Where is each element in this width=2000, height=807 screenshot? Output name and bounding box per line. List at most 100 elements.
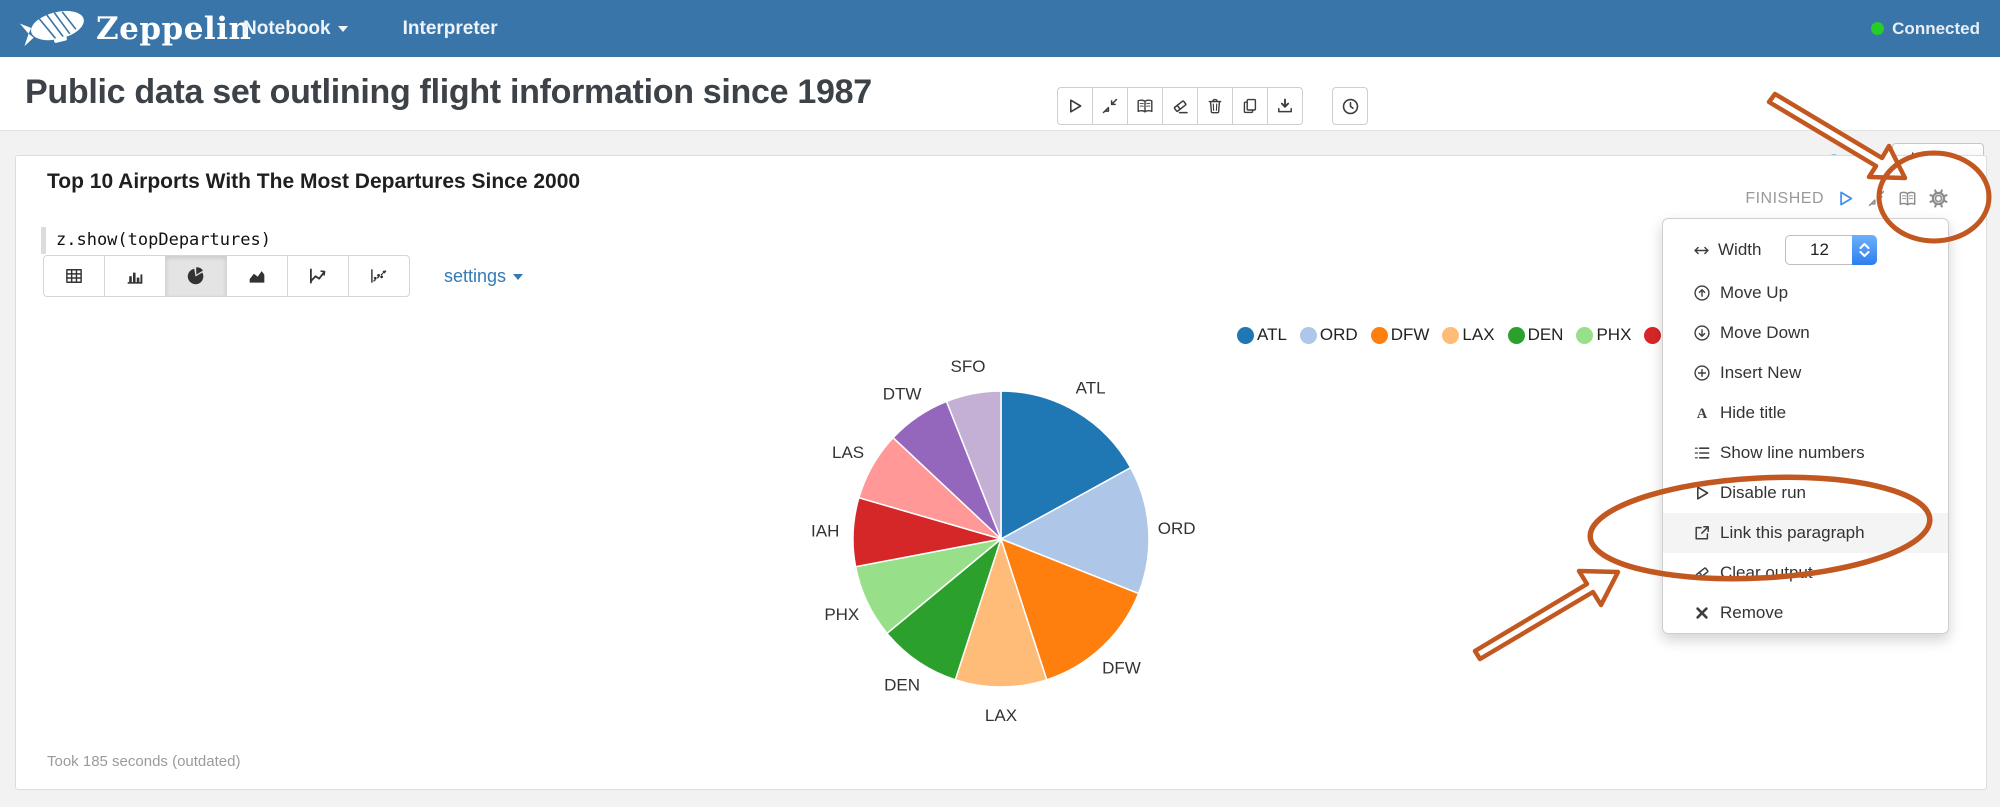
navbar-item-label: Notebook bbox=[243, 17, 331, 39]
external-link-icon bbox=[1693, 524, 1711, 542]
plus-circle-icon bbox=[1693, 364, 1711, 382]
run-all-paragraphs-button[interactable] bbox=[1057, 87, 1093, 125]
delete-note-button[interactable] bbox=[1197, 87, 1233, 125]
collapse-paragraphs-button[interactable] bbox=[1092, 87, 1128, 125]
pie-slice-ATL[interactable] bbox=[1000, 390, 1132, 541]
menu-item-label: Link this paragraph bbox=[1720, 523, 1865, 542]
legend-item-DEN[interactable]: DEN bbox=[1507, 325, 1564, 345]
export-note-button[interactable] bbox=[1267, 87, 1303, 125]
menu-item-disable-run[interactable]: Disable run bbox=[1663, 473, 1948, 513]
chart-settings-toggle[interactable]: settings bbox=[444, 266, 524, 287]
connection-status: Connected bbox=[1871, 0, 1980, 57]
download-icon bbox=[1276, 97, 1294, 115]
menu-item-label: Show line numbers bbox=[1720, 443, 1865, 462]
note-toolbar bbox=[1057, 87, 1303, 125]
copy-icon bbox=[1241, 97, 1259, 115]
collapse-paragraph-button[interactable] bbox=[1867, 189, 1886, 208]
scheduler-button[interactable] bbox=[1332, 87, 1368, 125]
pie-label-IAH: IAH bbox=[811, 522, 839, 541]
legend-label: ORD bbox=[1319, 325, 1358, 344]
pie-slice-SFO[interactable] bbox=[945, 390, 1002, 540]
toggle-editor-button[interactable] bbox=[1898, 189, 1917, 208]
menu-item-label: Hide title bbox=[1720, 403, 1787, 422]
menu-item-clear-output[interactable]: Clear output bbox=[1663, 553, 1948, 593]
note-title[interactable]: Public data set outlining flight informa… bbox=[25, 73, 872, 111]
trash-icon bbox=[1206, 97, 1224, 115]
pie-chart: ATL ORD DFW LAX DEN PHX IAH LAS DTW SFO bbox=[791, 331, 1211, 751]
menu-item-label: Move Up bbox=[1720, 283, 1789, 302]
menu-item-insert-new[interactable]: Insert New bbox=[1663, 353, 1948, 393]
menu-item-move-down[interactable]: Move Down bbox=[1663, 313, 1948, 353]
menu-item-link-this-paragraph[interactable]: Link this paragraph bbox=[1663, 513, 1948, 553]
chart-tab-area-chart[interactable] bbox=[226, 255, 288, 297]
legend-item-PHX[interactable]: PHX bbox=[1576, 325, 1631, 345]
legend-swatch-icon bbox=[1576, 326, 1594, 344]
chart-tab-line-chart[interactable] bbox=[287, 255, 349, 297]
chart-type-switcher bbox=[43, 255, 410, 297]
svg-text:A: A bbox=[1697, 406, 1708, 422]
paragraph-code[interactable]: z.show(topDepartures) bbox=[56, 230, 271, 250]
menu-width-row: Width 12 bbox=[1663, 227, 1948, 273]
scatter-chart-icon bbox=[369, 266, 389, 286]
width-stepper[interactable] bbox=[1852, 235, 1878, 265]
paragraph-panel: Top 10 Airports With The Most Departures… bbox=[15, 155, 1987, 790]
pie-label-ATL: ATL bbox=[1076, 379, 1106, 398]
navbar-item-interpreter[interactable]: Interpreter bbox=[403, 18, 498, 40]
paragraph-status: FINISHED bbox=[1745, 189, 1824, 207]
pie-slice-DEN[interactable] bbox=[885, 536, 1003, 681]
connected-label: Connected bbox=[1892, 18, 1980, 38]
width-icon bbox=[1693, 242, 1710, 259]
clock-icon bbox=[1341, 97, 1360, 116]
legend-item-ATL[interactable]: ATL bbox=[1237, 325, 1287, 345]
menu-item-label: Disable run bbox=[1720, 483, 1806, 502]
pie-label-PHX: PHX bbox=[824, 605, 859, 624]
menu-item-hide-title[interactable]: A Hide title bbox=[1663, 393, 1948, 433]
chart-tab-table[interactable] bbox=[43, 255, 105, 297]
chart-tab-scatter-chart[interactable] bbox=[348, 255, 410, 297]
toggle-code-button[interactable] bbox=[1127, 87, 1163, 125]
chart-tab-bar-chart[interactable] bbox=[104, 255, 166, 297]
legend-item-ORD[interactable]: ORD bbox=[1299, 325, 1358, 345]
caret-down-icon bbox=[513, 273, 524, 280]
legend-label: DFW bbox=[1390, 325, 1430, 344]
clone-note-button[interactable] bbox=[1232, 87, 1268, 125]
area-chart-icon bbox=[247, 266, 267, 286]
menu-item-move-up[interactable]: Move Up bbox=[1663, 273, 1948, 313]
navbar: Zeppelin Notebook Interpreter Connected bbox=[0, 0, 2000, 57]
pie-label-LAX: LAX bbox=[985, 706, 1017, 725]
menu-item-remove[interactable]: Remove bbox=[1663, 593, 1948, 633]
chart-tab-pie-chart[interactable] bbox=[165, 255, 227, 297]
legend-item-DFW[interactable]: DFW bbox=[1370, 325, 1430, 345]
font-icon: A bbox=[1693, 404, 1711, 422]
line-chart-icon bbox=[308, 266, 328, 286]
eraser-icon bbox=[1693, 564, 1711, 582]
compress-icon bbox=[1101, 97, 1119, 115]
menu-item-label: Remove bbox=[1720, 603, 1784, 622]
eraser-icon bbox=[1171, 97, 1189, 115]
pie-slice-ORD[interactable] bbox=[999, 466, 1150, 595]
note-titlebar: Public data set outlining flight informa… bbox=[0, 57, 2000, 176]
paragraph-settings-button[interactable] bbox=[1929, 189, 1948, 208]
run-paragraph-button[interactable] bbox=[1836, 189, 1855, 208]
width-spinner[interactable]: 12 bbox=[1785, 235, 1878, 265]
pie-label-DFW: DFW bbox=[1102, 658, 1141, 677]
paragraph-status-row: FINISHED bbox=[1745, 189, 1948, 208]
legend-item-LAX[interactable]: LAX bbox=[1442, 325, 1495, 345]
play-icon bbox=[1066, 97, 1084, 115]
navbar-menu: Notebook Interpreter bbox=[243, 0, 498, 57]
legend-swatch-icon bbox=[1442, 326, 1460, 344]
pie-label-LAS: LAS bbox=[832, 443, 864, 462]
pie-label-DTW: DTW bbox=[883, 384, 922, 403]
navbar-item-notebook[interactable]: Notebook bbox=[243, 18, 348, 40]
clear-all-output-button[interactable] bbox=[1162, 87, 1198, 125]
pie-slice-LAX[interactable] bbox=[954, 536, 1048, 688]
legend-swatch-icon bbox=[1299, 326, 1317, 344]
zeppelin-logo-icon bbox=[20, 5, 92, 52]
menu-item-show-line-numbers[interactable]: Show line numbers bbox=[1663, 433, 1948, 473]
paragraph-title: Top 10 Airports With The Most Departures… bbox=[47, 170, 581, 193]
legend-label: DEN bbox=[1527, 325, 1564, 344]
pie-label-SFO: SFO bbox=[951, 357, 986, 376]
code-gutter bbox=[41, 227, 46, 254]
width-value: 12 bbox=[1785, 235, 1853, 265]
